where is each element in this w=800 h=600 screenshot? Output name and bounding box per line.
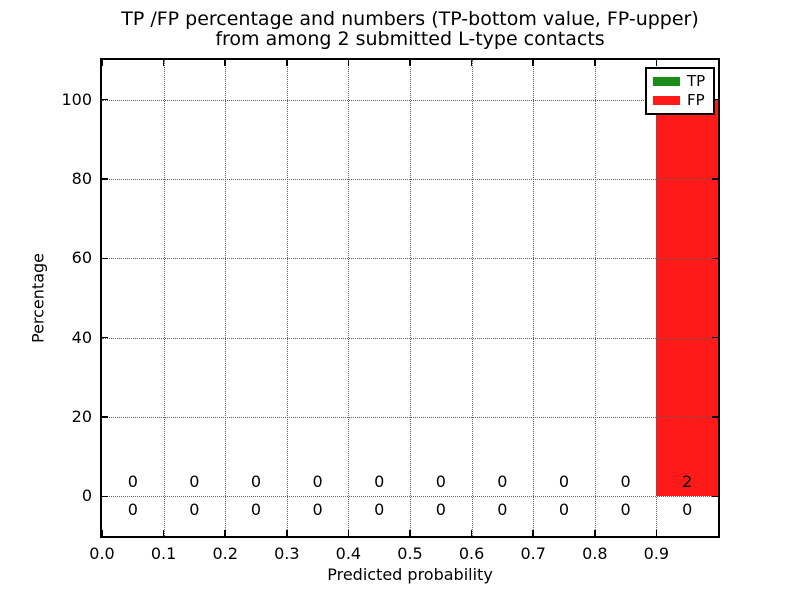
count-label-tp: 0 [497, 500, 508, 520]
y-tick-mark [712, 336, 718, 339]
y-tick-mark [102, 416, 108, 418]
grid-line-v [471, 60, 473, 536]
x-tick-mark [655, 530, 658, 536]
x-axis-label: Predicted probability [327, 565, 493, 584]
y-tick-mark [712, 416, 718, 418]
x-tick-mark [655, 60, 658, 66]
y-tick-mark [102, 98, 108, 101]
count-label-fp: 0 [620, 472, 631, 492]
count-label-tp: 0 [435, 500, 446, 520]
grid-line-v [163, 60, 165, 536]
y-tick-mark [102, 178, 108, 180]
y-tick-mark [712, 495, 718, 498]
y-tick-mark [102, 336, 108, 339]
x-tick-label: 0.7 [520, 544, 546, 563]
x-tick-mark [162, 530, 165, 536]
x-tick-mark [594, 530, 596, 536]
tp-legend-swatch-icon [653, 77, 680, 87]
y-tick-label: 80 [71, 169, 92, 188]
bar-fp [656, 99, 718, 497]
tp-legend-label: TP [687, 72, 706, 91]
x-tick-label: 0.3 [274, 544, 300, 563]
x-tick-mark [224, 530, 226, 536]
x-tick-label: 0.2 [212, 544, 238, 563]
x-tick-label: 0.4 [335, 544, 362, 563]
x-tick-label: 0.1 [150, 544, 177, 563]
y-tick-mark [102, 257, 108, 260]
legend: TP FP [645, 67, 715, 115]
x-tick-label: 0.9 [643, 544, 670, 563]
count-label-fp: 0 [435, 472, 446, 492]
count-label-tp: 0 [312, 500, 323, 520]
count-label-tp: 0 [127, 500, 138, 520]
grid-line-v [594, 60, 596, 536]
x-tick-mark [102, 60, 103, 66]
x-tick-label: 0.6 [458, 544, 485, 563]
count-label-fp: 0 [250, 472, 262, 492]
y-tick-label: 40 [71, 327, 92, 347]
x-tick-mark [347, 60, 350, 66]
chart-title-line-2: from among 2 submitted L-type contacts [215, 28, 605, 50]
count-label-tp: 0 [558, 500, 570, 520]
y-tick-label: 20 [71, 407, 92, 426]
grid-line-v [533, 60, 535, 536]
grid-line-v [656, 60, 658, 536]
count-label-fp: 0 [189, 472, 200, 492]
y-tick-mark [712, 98, 718, 101]
x-tick-label: 0.0 [89, 544, 115, 563]
legend-item-tp: TP [653, 74, 707, 89]
fp-legend-label: FP [687, 90, 705, 109]
count-label-fp: 0 [374, 472, 385, 492]
y-tick-mark [102, 495, 108, 498]
x-tick-mark [409, 60, 411, 66]
count-label-tp: 0 [620, 500, 631, 520]
y-tick-label: 100 [61, 89, 92, 109]
x-tick-mark [224, 60, 226, 66]
x-tick-mark [470, 60, 473, 66]
x-tick-mark [594, 60, 596, 66]
fp-legend-swatch-icon [653, 95, 680, 105]
x-tick-mark [409, 530, 411, 536]
grid-line-v [410, 60, 411, 536]
count-label-tp: 0 [682, 500, 693, 520]
count-label-tp: 0 [250, 500, 262, 520]
chart-title: TP /FP percentage and numbers (TP-bottom… [100, 9, 720, 49]
count-label-fp: 2 [682, 472, 693, 492]
x-tick-mark [470, 530, 473, 536]
x-tick-mark [532, 60, 534, 66]
y-tick-mark [712, 178, 718, 180]
plot-area: 0 0 0 0 0 0 0 0 0 0 0 0 0 0 0 0 0 0 0 2 [100, 58, 720, 538]
count-label-fp: 0 [497, 472, 508, 492]
y-tick-label: 60 [71, 248, 92, 268]
count-label-fp: 0 [558, 472, 570, 492]
chart-title-line-1: TP /FP percentage and numbers (TP-bottom… [121, 8, 699, 30]
x-tick-mark [102, 530, 103, 536]
x-tick-mark [162, 60, 165, 66]
grid-line-v [286, 60, 288, 536]
x-tick-mark [286, 530, 288, 536]
count-label-tp: 0 [189, 500, 200, 520]
grid-line-v [348, 60, 350, 536]
x-tick-label: 0.8 [582, 544, 608, 563]
x-tick-mark [286, 60, 288, 66]
x-tick-mark [347, 530, 350, 536]
count-label-tp: 0 [374, 500, 385, 520]
grid-line-v [225, 60, 227, 536]
count-label-fp: 0 [312, 472, 323, 492]
legend-item-fp: FP [653, 90, 707, 109]
x-tick-label: 0.5 [397, 544, 423, 563]
y-tick-mark [712, 257, 718, 260]
count-label-fp: 0 [127, 472, 138, 492]
y-tick-label: 0 [81, 486, 92, 506]
x-tick-mark [532, 530, 534, 536]
